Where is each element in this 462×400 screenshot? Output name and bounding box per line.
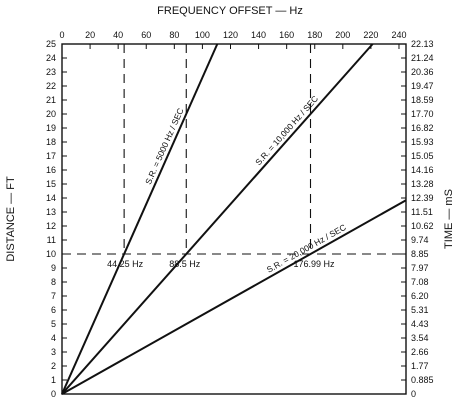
top-tick-label: 100: [195, 30, 210, 40]
frequency-annotations: 44.25 Hz 88.5 Hz 176.99 Hz: [107, 259, 335, 269]
top-tick-label: 40: [113, 30, 123, 40]
right-tick-label: 2.66: [411, 347, 429, 357]
left-tick-label: 12: [46, 221, 56, 231]
left-tick-label: 13: [46, 207, 56, 217]
top-tick-label: 180: [307, 30, 322, 40]
top-tick-label: 160: [279, 30, 294, 40]
reference-guides: [62, 44, 406, 255]
left-tick-label: 6: [51, 305, 56, 315]
right-tick-label: 4.43: [411, 319, 429, 329]
right-tick-label: 17.70: [411, 109, 434, 119]
top-tick-label: 240: [391, 30, 406, 40]
right-tick-label: 9.74: [411, 235, 429, 245]
right-axis-title: TIME — mS: [443, 189, 455, 249]
left-tick-label: 5: [51, 319, 56, 329]
left-tick-label: 1: [51, 375, 56, 385]
left-tick-label: 16: [46, 165, 56, 175]
left-tick-label: 2: [51, 361, 56, 371]
right-tick-label: 0.885: [411, 375, 434, 385]
right-tick-label: 3.54: [411, 333, 429, 343]
right-tick-label: 20.36: [411, 67, 434, 77]
plot-frame: [61, 43, 407, 395]
frequency-annotation-label: 44.25 Hz: [107, 259, 144, 269]
left-tick-label: 18: [46, 137, 56, 147]
right-tick-label: 1.77: [411, 361, 429, 371]
left-tick-label: 23: [46, 67, 56, 77]
top-tick-label: 20: [85, 30, 95, 40]
left-tick-label: 19: [46, 123, 56, 133]
left-axis-ticks: 0123456789101112131415161718192021222324…: [46, 39, 67, 399]
left-tick-label: 8: [51, 277, 56, 287]
series-line: [61, 43, 374, 395]
right-tick-label: 22.13: [411, 39, 434, 49]
right-tick-label: 10.62: [411, 221, 434, 231]
left-tick-label: 17: [46, 151, 56, 161]
right-tick-label: 6.20: [411, 291, 429, 301]
right-tick-label: 12.39: [411, 193, 434, 203]
frequency-annotation-label: 176.99 Hz: [294, 259, 336, 269]
right-tick-label: 7.08: [411, 277, 429, 287]
right-tick-label: 13.28: [411, 179, 434, 189]
left-tick-label: 22: [46, 81, 56, 91]
top-axis-title: FREQUENCY OFFSET — Hz: [157, 5, 303, 17]
series-line: [61, 43, 219, 395]
right-tick-label: 15.93: [411, 137, 434, 147]
left-tick-label: 4: [51, 333, 56, 343]
left-tick-label: 24: [46, 53, 56, 63]
left-tick-label: 7: [51, 291, 56, 301]
top-tick-label: 80: [169, 30, 179, 40]
right-tick-label: 15.05: [411, 151, 434, 161]
top-tick-label: 120: [223, 30, 238, 40]
left-axis-title: DISTANCE — FT: [5, 176, 17, 262]
left-tick-label: 3: [51, 347, 56, 357]
series-label: S.R. = 5000 Hz / SEC: [143, 106, 186, 185]
left-tick-label: 21: [46, 95, 56, 105]
left-tick-label: 14: [46, 193, 56, 203]
right-tick-label: 18.59: [411, 95, 434, 105]
top-tick-label: 220: [363, 30, 378, 40]
top-tick-label: 60: [141, 30, 151, 40]
left-tick-label: 9: [51, 263, 56, 273]
left-tick-label: 11: [47, 235, 56, 245]
right-tick-label: 19.47: [411, 81, 434, 91]
right-tick-label: 21.24: [411, 53, 434, 63]
series-lines: S.R. = 5000 Hz / SEC S.R. = 10,000 Hz / S…: [61, 43, 407, 395]
right-tick-label: 7.97: [411, 263, 429, 273]
frequency-annotation-label: 88.5 Hz: [169, 259, 201, 269]
series-line: [61, 199, 407, 395]
right-tick-label: 5.31: [411, 305, 429, 315]
left-tick-label: 25: [46, 39, 56, 49]
left-tick-label: 10: [46, 249, 56, 259]
top-tick-label: 200: [335, 30, 350, 40]
left-tick-label: 20: [46, 109, 56, 119]
right-tick-label: 0: [411, 389, 416, 399]
top-axis-ticks: 0 20 40 60 80 100 120 140 160 180 200 220 240: [59, 30, 406, 49]
right-tick-label: 8.85: [411, 249, 429, 259]
right-tick-label: 14.16: [411, 165, 434, 175]
right-tick-label: 11.51: [411, 207, 433, 217]
top-tick-label: 140: [251, 30, 266, 40]
right-axis-ticks: 0 0.885 1.77 2.66 3.54 4.43 5.31 6.20 7.08 7.97 8.…: [401, 39, 434, 399]
left-tick-label: 15: [46, 179, 56, 189]
left-tick-label: 0: [51, 389, 56, 399]
top-tick-label: 0: [59, 30, 64, 40]
right-tick-label: 16.82: [411, 123, 434, 133]
